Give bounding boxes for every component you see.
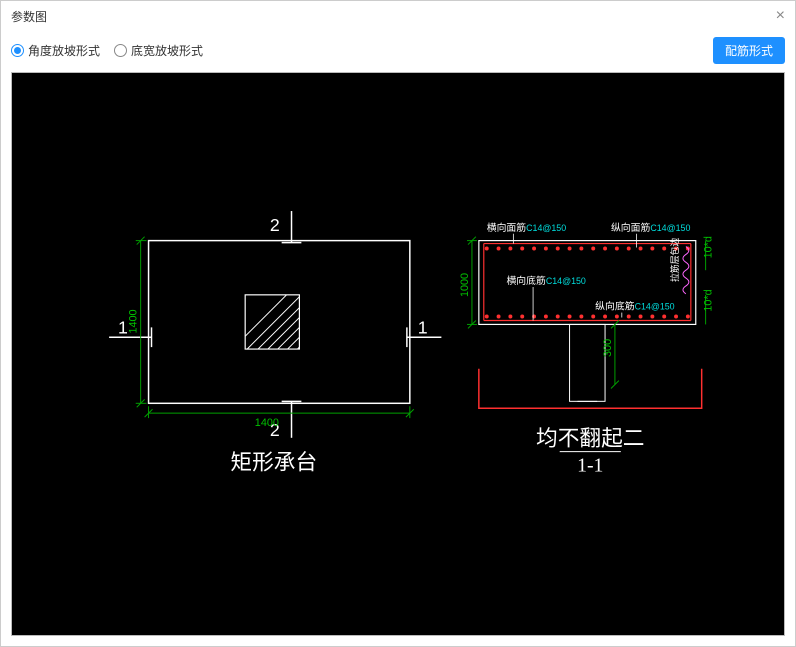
radio-label: 底宽放坡形式 bbox=[131, 42, 203, 59]
section-subtitle: 1-1 bbox=[577, 454, 603, 476]
section-mark-1r: 1 bbox=[418, 317, 428, 337]
dim-1000: 1000 bbox=[459, 273, 471, 297]
titlebar: 参数图 × bbox=[1, 1, 795, 31]
radio-label: 角度放坡形式 bbox=[28, 42, 100, 59]
dim-300: 300 bbox=[602, 339, 614, 357]
anno-h-face: 横向面筋C14@150 bbox=[487, 221, 566, 234]
section-mark-2t: 2 bbox=[270, 215, 280, 235]
close-icon[interactable]: × bbox=[776, 7, 785, 25]
toolbar: 角度放坡形式 底宽放坡形式 配筋形式 bbox=[1, 31, 795, 72]
plan-view: 1 1 2 2 1400 bbox=[109, 211, 441, 474]
rebar-style-button[interactable]: 配筋形式 bbox=[713, 37, 785, 64]
anno-v-face: 纵向面筋C14@150 bbox=[611, 221, 690, 234]
baobian-label: 拉筋层包边 bbox=[669, 238, 680, 282]
anno-v-bottom: 纵向底筋C14@150 bbox=[595, 300, 674, 313]
radio-dot-icon bbox=[114, 44, 127, 57]
radio-width-slope[interactable]: 底宽放坡形式 bbox=[114, 42, 203, 59]
section-title: 均不翻起二 bbox=[536, 427, 644, 451]
section-view: 1000 300 10*d 10*d 拉筋层包边 横向面筋C14@150 纵向面… bbox=[459, 221, 715, 477]
radio-dot-icon bbox=[11, 44, 24, 57]
plan-title: 矩形承台 bbox=[230, 450, 317, 474]
dim-width: 1400 bbox=[255, 417, 279, 429]
dim-10d-top: 10*d bbox=[703, 236, 715, 258]
window-title: 参数图 bbox=[11, 8, 47, 25]
radio-angle-slope[interactable]: 角度放坡形式 bbox=[11, 42, 100, 59]
anno-h-bottom: 横向底筋C14@150 bbox=[506, 274, 585, 287]
dim-height: 1400 bbox=[128, 309, 140, 333]
slope-mode-radio-group: 角度放坡形式 底宽放坡形式 bbox=[11, 42, 203, 59]
dim-10d-bot: 10*d bbox=[703, 289, 715, 311]
section-mark-1l: 1 bbox=[118, 317, 128, 337]
drawing-canvas: 1 1 2 2 1400 bbox=[11, 72, 785, 636]
